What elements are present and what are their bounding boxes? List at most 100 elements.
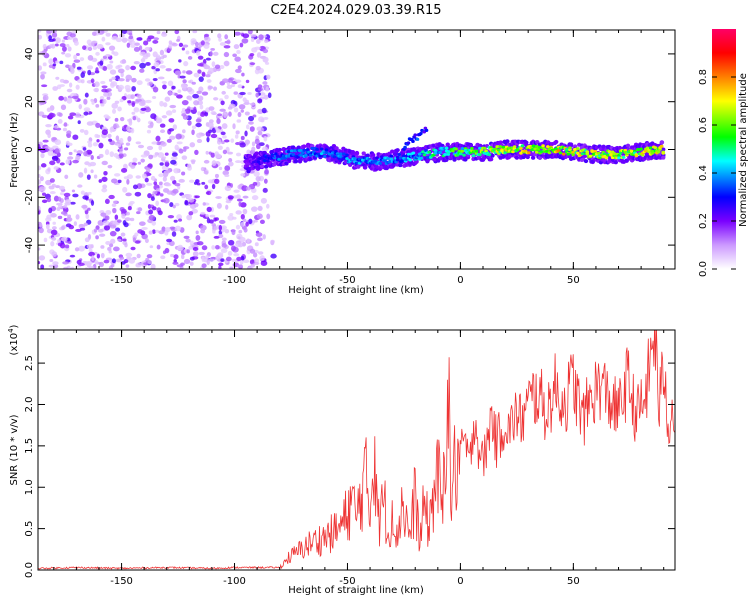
noise-blob	[66, 133, 70, 137]
noise-blob	[83, 129, 89, 136]
noise-blob	[42, 94, 49, 101]
noise-blob	[248, 115, 255, 122]
colorbar: 0.0 0.2 0.4 0.6 0.8 Normalized spectral ampl…	[698, 29, 749, 277]
noise-blob	[248, 218, 253, 225]
ridge-core	[345, 157, 349, 161]
noise-blob	[245, 99, 249, 104]
noise-blob	[185, 193, 192, 199]
noise-blob	[192, 30, 198, 34]
noise-blob	[191, 160, 196, 165]
noise-blob	[176, 39, 181, 42]
noise-blob	[206, 136, 210, 143]
noise-blob	[193, 181, 198, 185]
noise-blob	[206, 79, 212, 83]
noise-blob	[57, 215, 63, 220]
noise-blob	[52, 221, 56, 225]
noise-blob	[130, 44, 136, 48]
noise-blob	[243, 227, 248, 233]
noise-blob	[38, 255, 46, 261]
noise-blob	[223, 60, 230, 67]
ridge-halo	[389, 149, 395, 154]
spectrogram-x-tick-label: 50	[567, 275, 580, 286]
ridge-halo	[568, 142, 574, 147]
noise-blob	[152, 96, 157, 99]
noise-blob	[239, 260, 244, 265]
noise-blob	[72, 193, 79, 198]
noise-blob	[94, 260, 99, 265]
noise-blob	[100, 212, 107, 217]
noise-blob	[42, 62, 47, 67]
noise-blob	[207, 121, 214, 128]
noise-blob	[88, 251, 95, 257]
noise-blob	[57, 196, 62, 202]
noise-blob	[206, 190, 212, 196]
noise-blob	[55, 185, 61, 189]
ridge-core	[402, 154, 406, 158]
snr-ticks: -150 -100 -50 0 50 0.0 0.5 1.0 1.5 2.0 2.5	[24, 330, 675, 587]
noise-blob	[191, 129, 195, 136]
noise-blob	[159, 193, 164, 197]
noise-blob	[217, 145, 223, 151]
noise-blob	[237, 65, 242, 70]
noise-blob	[253, 171, 260, 177]
noise-blob	[225, 256, 232, 262]
ridge-core	[438, 150, 443, 154]
noise-blob	[61, 225, 65, 230]
noise-blob	[136, 117, 141, 123]
noise-blob	[66, 88, 73, 93]
noise-blob	[98, 179, 103, 183]
noise-blob	[193, 72, 200, 78]
noise-blob	[178, 148, 184, 154]
noise-blob	[202, 202, 206, 206]
ridge-halo	[514, 155, 520, 160]
noise-blob	[78, 262, 85, 267]
noise-blob	[218, 219, 226, 225]
noise-blob	[75, 53, 80, 57]
noise-blob	[225, 204, 229, 210]
noise-blob	[125, 64, 131, 71]
noise-blob	[188, 198, 195, 203]
noise-blob	[158, 173, 164, 178]
noise-blob	[262, 48, 269, 54]
noise-blob	[245, 186, 252, 191]
ridge-core	[576, 151, 580, 155]
noise-blob	[75, 154, 81, 161]
ridge-core	[345, 153, 349, 157]
noise-blob	[122, 238, 127, 242]
noise-blob	[112, 200, 118, 204]
noise-blob	[52, 38, 56, 42]
ridge-halo	[601, 144, 606, 149]
noise-blob	[98, 261, 104, 268]
noise-blob	[205, 214, 209, 218]
ridge-halo	[661, 155, 666, 160]
noise-blob	[253, 262, 260, 265]
noise-blob	[224, 165, 231, 172]
ridge-core	[460, 147, 465, 151]
ridge-core	[534, 150, 539, 154]
noise-blob	[242, 208, 248, 215]
noise-blob	[155, 135, 161, 142]
ridge-halo	[617, 145, 623, 150]
snr-y-tick-label: 1.5	[24, 438, 35, 454]
noise-blob	[247, 30, 253, 35]
noise-blob	[135, 262, 142, 268]
noise-blob	[249, 248, 256, 254]
noise-blob	[90, 155, 94, 160]
ridge-core	[470, 146, 474, 150]
ridge-core	[419, 156, 424, 160]
noise-blob	[111, 35, 119, 41]
noise-blob	[162, 176, 167, 182]
noise-blob	[257, 130, 263, 136]
noise-blob	[93, 88, 99, 93]
noise-blob	[223, 45, 231, 49]
noise-blob	[137, 161, 142, 165]
ridge-core	[580, 152, 585, 156]
noise-blob	[174, 92, 178, 96]
ridge-core	[324, 148, 329, 152]
ridge-core	[648, 146, 653, 150]
noise-blob	[188, 179, 195, 183]
noise-blob	[92, 45, 97, 50]
noise-blob	[133, 46, 140, 52]
noise-blob	[266, 74, 271, 80]
noise-blob	[237, 111, 242, 118]
